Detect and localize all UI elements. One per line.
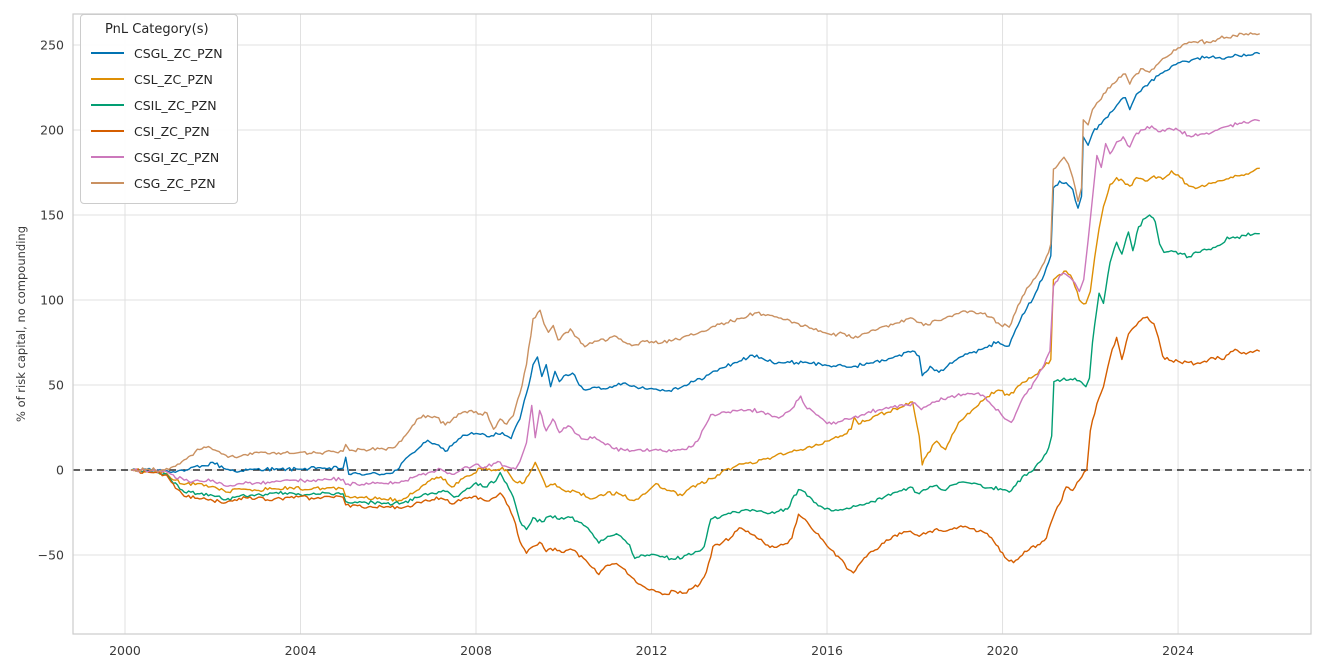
x-tick-label: 2020 [987,643,1019,658]
legend-label: CSGI_ZC_PZN [134,149,220,165]
legend-swatch [91,155,124,159]
legend-swatch [91,77,124,81]
x-tick-label: 2008 [460,643,492,658]
legend-swatch [91,181,124,185]
series-line-CSG_ZC_PZN [130,32,1260,473]
x-tick-label: 2000 [109,643,141,658]
legend-item: CSG_ZC_PZN [91,170,223,196]
series-line-CSIL_ZC_PZN [130,214,1260,561]
y-tick-label: −50 [38,548,64,563]
x-tick-label: 2012 [636,643,668,658]
legend-title: PnL Category(s) [105,22,209,37]
plot-frame [72,13,1312,635]
legend-item: CSL_ZC_PZN [91,66,223,92]
series-line-CSI_ZC_PZN [130,316,1260,596]
y-tick-label: 150 [40,208,64,223]
x-tick-label: 2016 [811,643,843,658]
y-tick-label: 100 [40,293,64,308]
series-line-CSGL_ZC_PZN [130,51,1260,476]
legend-items: CSGL_ZC_PZN CSL_ZC_PZN CSIL_ZC_PZN CSI_ZC_P… [91,40,223,196]
legend-label: CSG_ZC_PZN [134,175,216,191]
series-line-CSL_ZC_PZN [130,167,1260,503]
y-tick-label: 250 [40,38,64,53]
series-line-CSGI_ZC_PZN [130,118,1260,487]
x-tick-label: 2004 [285,643,317,658]
legend-label: CSI_ZC_PZN [134,123,210,139]
y-tick-label: 0 [56,463,64,478]
legend-label: CSL_ZC_PZN [134,71,213,87]
legend-label: CSIL_ZC_PZN [134,97,217,113]
legend-item: CSI_ZC_PZN [91,118,223,144]
legend-item: CSIL_ZC_PZN [91,92,223,118]
legend-item: CSGL_ZC_PZN [91,40,223,66]
y-tick-label: 50 [48,378,64,393]
y-tick-label: 200 [40,123,64,138]
legend-swatch [91,103,124,107]
x-tick-label: 2024 [1162,643,1194,658]
legend-swatch [91,129,124,133]
legend-swatch [91,51,124,55]
legend-label: CSGL_ZC_PZN [134,45,223,61]
legend: PnL Category(s) CSGL_ZC_PZN CSL_ZC_PZN CSI… [80,14,238,204]
legend-item: CSGI_ZC_PZN [91,144,223,170]
